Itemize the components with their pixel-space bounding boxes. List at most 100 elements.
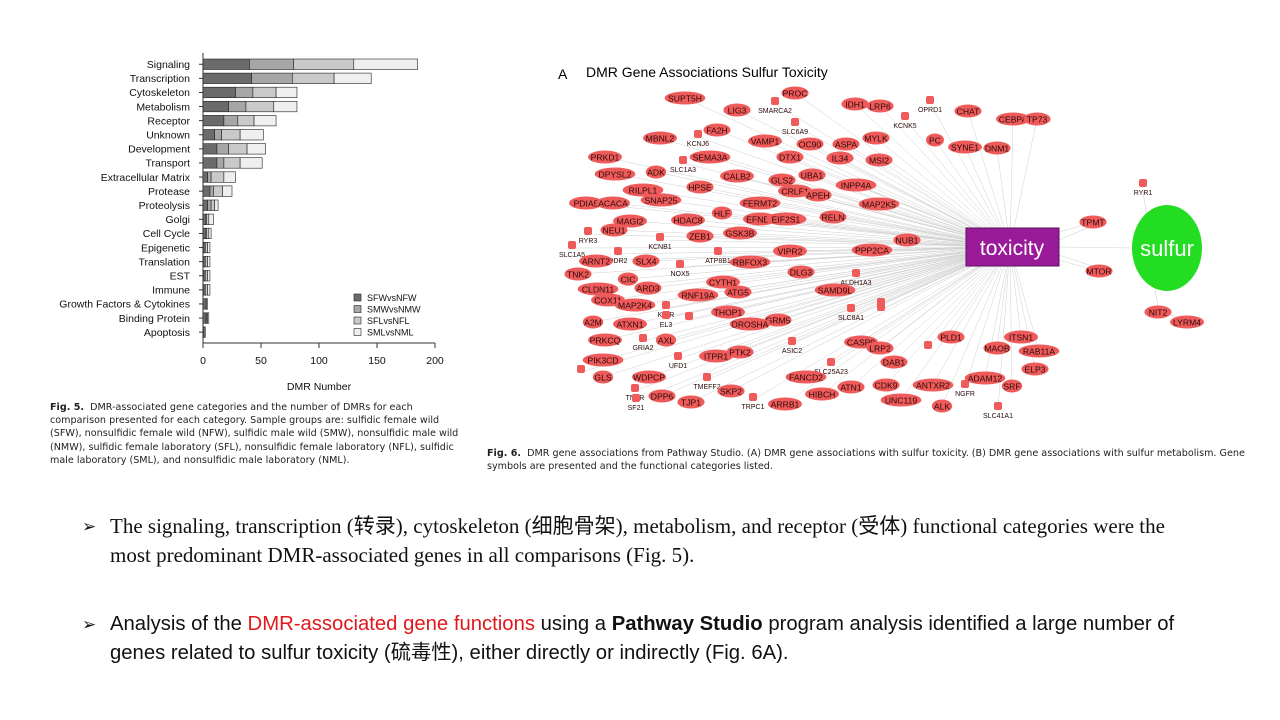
gene-label: GRIA2 bbox=[632, 345, 653, 352]
gene-label: CASP9 bbox=[847, 338, 875, 348]
gene-node: KCNK5 bbox=[893, 112, 917, 130]
gene-shape bbox=[983, 141, 1011, 155]
gene-shape bbox=[634, 281, 662, 295]
bullet-item-fig5: ➢ The signaling, transcription (转录), cyt… bbox=[82, 512, 1182, 570]
gene-shape bbox=[584, 227, 592, 235]
gene-shape bbox=[1144, 305, 1172, 319]
gene-label: EL3 bbox=[660, 322, 673, 329]
gene-node: TMEFF2 bbox=[693, 373, 721, 391]
bar-segment bbox=[202, 129, 215, 141]
gene-label: VIPR2 bbox=[778, 247, 803, 257]
gene-node: TJP1 bbox=[677, 395, 705, 409]
gene-label: ELP3 bbox=[1024, 365, 1045, 375]
bullet-text-fig6-bold: Pathway Studio bbox=[611, 613, 763, 635]
gene-node: ACACA bbox=[596, 196, 630, 210]
gene-node: MAP2K4 bbox=[614, 298, 656, 312]
gene-label: ANTXR2 bbox=[916, 381, 950, 391]
gene-label: LYRM4 bbox=[1173, 318, 1201, 328]
bar-segment bbox=[253, 115, 277, 127]
gene-shape bbox=[720, 169, 754, 183]
gene-shape bbox=[729, 317, 771, 331]
edge bbox=[715, 246, 1011, 357]
gene-label: CIC bbox=[621, 275, 636, 285]
gene-shape bbox=[729, 255, 771, 269]
gene-shape bbox=[686, 229, 714, 243]
gene-node bbox=[577, 365, 585, 373]
category-label: Cytoskeleton bbox=[129, 87, 190, 99]
gene-node: INPP4A bbox=[835, 178, 877, 192]
bar-segment bbox=[273, 100, 298, 113]
edge bbox=[604, 156, 1011, 248]
bar-segment bbox=[207, 284, 211, 296]
gene-shape bbox=[671, 213, 705, 227]
category-label: Apoptosis bbox=[144, 327, 190, 339]
gene-label: NOX5 bbox=[670, 271, 689, 278]
gene-shape bbox=[964, 371, 1006, 385]
gene-label: TRPC1 bbox=[742, 404, 765, 411]
category-label: Proteolysis bbox=[139, 200, 190, 212]
bar-segment bbox=[206, 213, 210, 225]
gene-shape bbox=[796, 137, 824, 151]
gene-label: TNK2 bbox=[567, 270, 589, 280]
gene-shape bbox=[632, 254, 660, 268]
fig6-caption: Fig. 6. DMR gene associations from Pathw… bbox=[487, 447, 1262, 473]
gene-label: SF21 bbox=[628, 405, 645, 412]
gene-node: DPP6 bbox=[648, 389, 676, 403]
gene-label: UBA1 bbox=[801, 171, 824, 181]
bar-segment bbox=[223, 115, 239, 127]
gene-label: THOP1 bbox=[714, 308, 743, 318]
gene-shape bbox=[726, 345, 754, 359]
edge bbox=[932, 246, 1011, 386]
gene-label: PLD1 bbox=[940, 333, 962, 343]
gene-node: RAB11A bbox=[1018, 344, 1060, 358]
gene-label: SLC1A3 bbox=[670, 167, 696, 174]
gene-node: SNAP25 bbox=[640, 193, 682, 207]
gene-label: ACACA bbox=[598, 199, 628, 209]
edge bbox=[821, 246, 1011, 395]
gene-shape bbox=[617, 272, 639, 286]
edge bbox=[929, 102, 1011, 248]
gene-shape bbox=[1001, 379, 1023, 393]
gene-shape bbox=[1023, 112, 1051, 126]
gene-node: GLS2 bbox=[768, 173, 796, 187]
gene-label: PDIA5 bbox=[574, 199, 599, 209]
gene-node: ALK bbox=[931, 399, 953, 413]
gene-shape bbox=[655, 333, 677, 347]
gene-label: HIBCH bbox=[809, 390, 836, 400]
gene-label: DNM1 bbox=[985, 144, 1010, 154]
gene-shape bbox=[706, 275, 740, 289]
gene-label: OC90 bbox=[799, 140, 822, 150]
gene-node: ARD3 bbox=[634, 281, 662, 295]
bar-segment bbox=[207, 312, 210, 324]
gene-node: SLC1A3 bbox=[670, 156, 696, 174]
gene-shape bbox=[764, 313, 792, 327]
gene-node: MAP2K5 bbox=[858, 197, 900, 211]
gene-label: MAGI2 bbox=[617, 217, 644, 227]
gene-label: PPP2CA bbox=[855, 246, 889, 256]
bar-segment bbox=[292, 72, 335, 84]
gene-node: LIG3 bbox=[723, 103, 751, 117]
gene-shape bbox=[841, 97, 869, 111]
gene-shape bbox=[804, 188, 832, 202]
gene-node: DPYSL2 bbox=[594, 167, 636, 181]
gene-label: WDPCP bbox=[633, 373, 665, 383]
bar-segment bbox=[202, 115, 225, 127]
edge bbox=[688, 246, 1011, 320]
gene-label: ADAM12 bbox=[968, 374, 1003, 384]
gene-shape bbox=[852, 269, 860, 277]
gene-shape bbox=[724, 285, 752, 299]
bar-segment bbox=[202, 58, 250, 70]
bar-segment bbox=[208, 227, 212, 239]
bar-segment bbox=[228, 143, 248, 155]
category-label: Transcription bbox=[130, 73, 190, 85]
category-label: Receptor bbox=[147, 115, 190, 127]
edge bbox=[684, 97, 1011, 248]
gene-label: GSK3B bbox=[726, 229, 755, 239]
gene-shape bbox=[643, 131, 677, 145]
gene-label: ARRB1 bbox=[771, 400, 800, 410]
gene-shape bbox=[866, 341, 894, 355]
gene-shape bbox=[851, 243, 893, 257]
gene-shape bbox=[765, 212, 807, 226]
bar-segment bbox=[210, 171, 225, 183]
gene-label: EFNB1 bbox=[746, 215, 774, 225]
